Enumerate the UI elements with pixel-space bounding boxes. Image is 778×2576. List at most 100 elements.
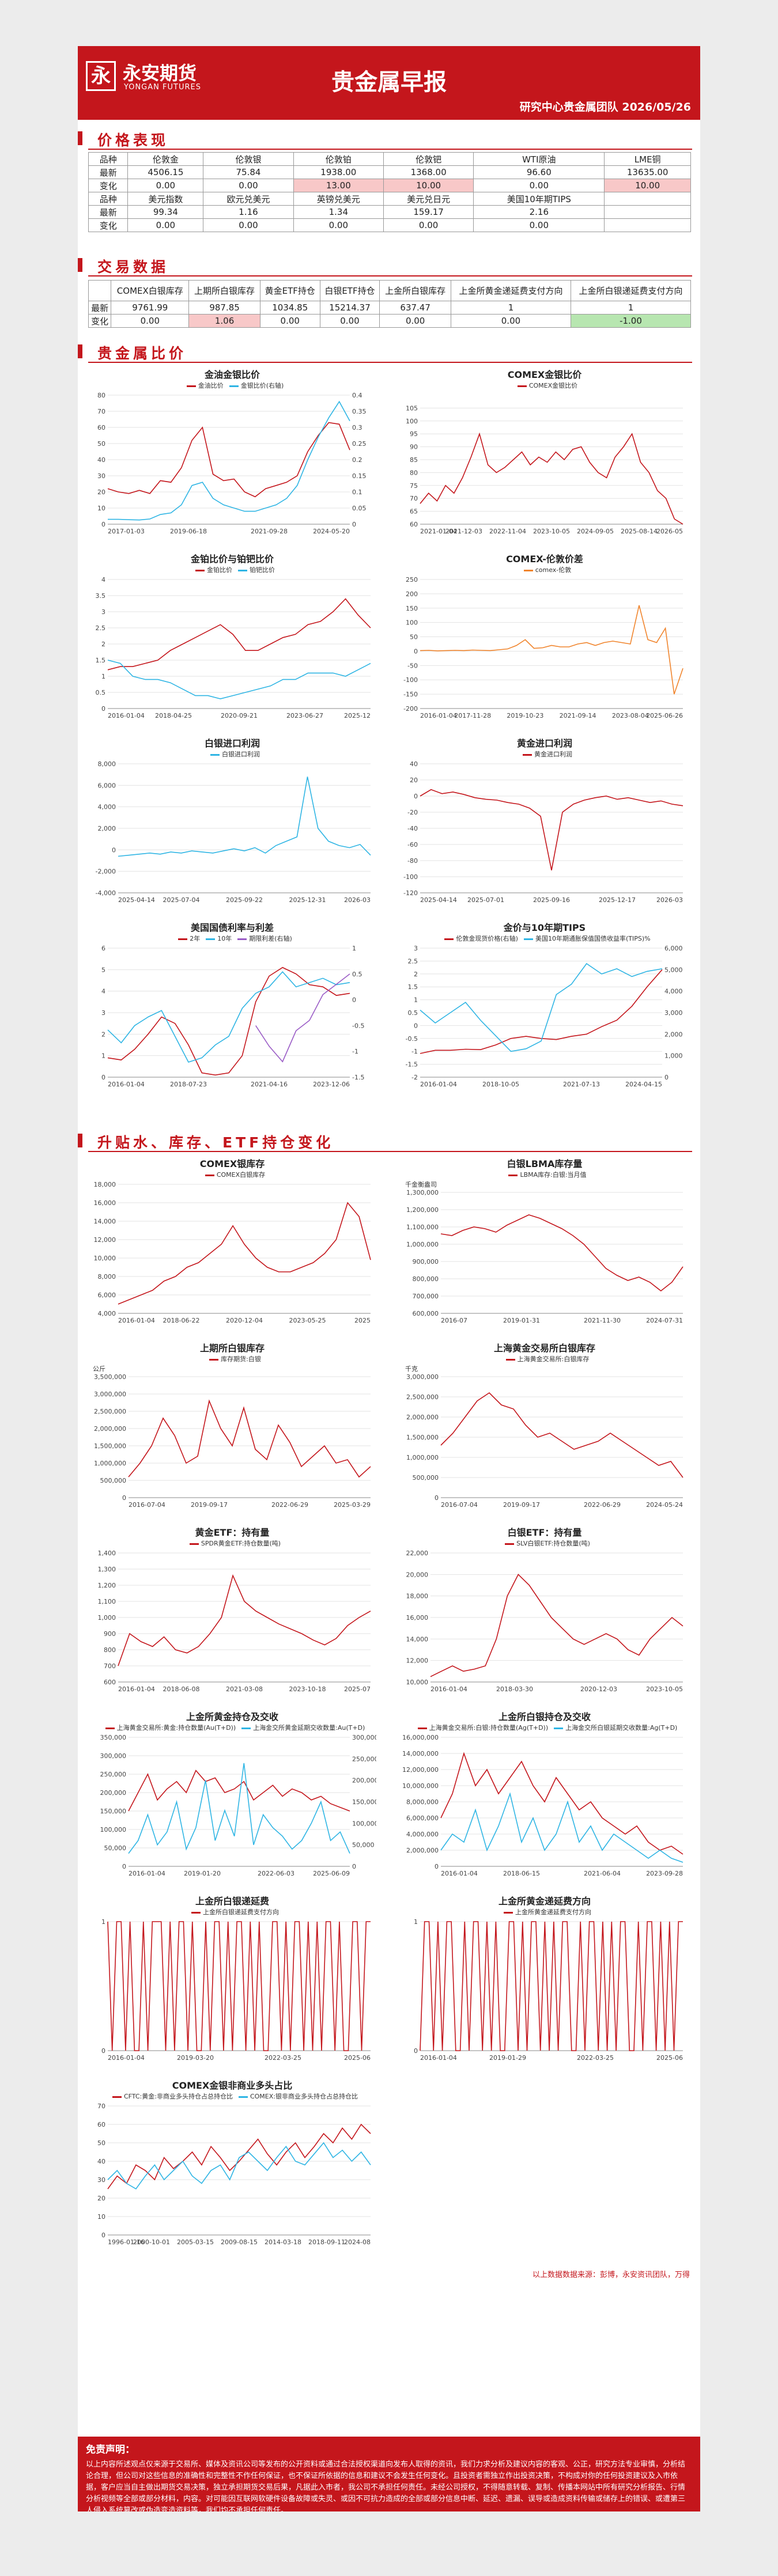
legend-label: 上金所白银递延费支付方向 bbox=[203, 1908, 279, 1916]
y-right-tick-label: 0.15 bbox=[352, 472, 367, 480]
report-header: 永 永安期货 YONGAN FUTURES 贵金属早报 研究中心贵金属团队 20… bbox=[78, 46, 700, 120]
y-tick-label: 20 bbox=[97, 2195, 105, 2202]
table-cell: 伦敦金 bbox=[127, 152, 204, 166]
table-cell: COMEX白银库存 bbox=[111, 280, 190, 301]
series-line bbox=[107, 2142, 371, 2190]
y-tick-label: 100 bbox=[406, 619, 418, 627]
section-trade: 交易数据 bbox=[78, 253, 700, 276]
series-line bbox=[107, 2123, 371, 2189]
table-cell: 9761.99 bbox=[111, 301, 190, 315]
x-tick-label: 2018-06-15 bbox=[503, 1870, 540, 1877]
y-tick-label: 8,000 bbox=[98, 760, 116, 768]
y-tick-label: -60 bbox=[407, 841, 418, 848]
table-cell: 10.00 bbox=[383, 179, 474, 192]
x-tick-label: 2025-04-14 bbox=[420, 896, 457, 904]
x-tick-label: 2025-07-01 bbox=[467, 896, 504, 904]
y-tick-label: 0.5 bbox=[408, 1009, 418, 1017]
x-tick-label: 2022-06-03 bbox=[258, 1870, 294, 1877]
table-cell: 0.00 bbox=[203, 179, 294, 192]
x-tick-label: 2023-10-18 bbox=[289, 1685, 326, 1693]
chart-c15: 上金所黄金持仓及交收 上海黄金交易所:黄金:持仓数量(Au(T+D)) 上海金交所黄… bbox=[88, 1711, 377, 1880]
y-tick-label: 40 bbox=[97, 2158, 105, 2165]
y-tick-label: 150 bbox=[406, 605, 418, 612]
x-tick-label: 2020-12-04 bbox=[226, 1317, 263, 1324]
y-tick-label: 6,000 bbox=[98, 1291, 116, 1299]
table-row: 变化 0.00 1.06 0.00 0.00 0.00 0.00 -1.00 bbox=[88, 314, 692, 328]
series-line bbox=[430, 1573, 683, 1677]
y-tick-label: 85 bbox=[410, 456, 418, 464]
table-cell: 美国10年期TIPS bbox=[473, 192, 605, 206]
y-tick-label: 20 bbox=[97, 488, 105, 496]
y-tick-label: 12,000,000 bbox=[402, 1766, 439, 1774]
chart-title: 金价与10年期TIPS bbox=[503, 922, 586, 933]
y-tick-label: 65 bbox=[410, 508, 418, 516]
chart-title: COMEX金银比价 bbox=[507, 369, 582, 380]
table-cell: 13635.00 bbox=[604, 165, 691, 179]
y-tick-label: 6,000 bbox=[98, 782, 116, 789]
y-right-tick-label: 200,000 bbox=[352, 1777, 376, 1785]
series-line bbox=[118, 1574, 371, 1666]
y-tick-label: 60 bbox=[410, 521, 418, 528]
y-tick-label: 12,000 bbox=[94, 1236, 116, 1244]
series-line bbox=[420, 1921, 683, 2051]
legend-label: COMEX金银比价 bbox=[528, 382, 578, 389]
table-cell: 1 bbox=[570, 301, 692, 315]
y-right-tick-label: 0.25 bbox=[352, 440, 367, 448]
table-cell: 伦敦铂 bbox=[293, 152, 384, 166]
y-tick-label: 4,000 bbox=[98, 804, 116, 811]
table-row: 变化 0.00 0.00 0.00 0.00 0.00 bbox=[88, 218, 691, 232]
brand-name: 永安期货 bbox=[123, 62, 197, 84]
x-tick-label: 2023-10-05 bbox=[646, 1685, 683, 1693]
table-cell bbox=[604, 205, 691, 219]
legend-swatch bbox=[444, 938, 454, 940]
y-tick-label: -200 bbox=[403, 705, 418, 713]
trade-table: COMEX白银库存 上期所白银库存 黄金ETF持仓 白银ETF持仓 上金所白银库存 上金所… bbox=[88, 280, 692, 328]
y-right-tick-label: -0.5 bbox=[352, 1022, 364, 1029]
x-tick-label: 2021-12-03 bbox=[445, 528, 482, 535]
y-tick-label: 50 bbox=[97, 2139, 105, 2147]
y-right-tick-label: 0.2 bbox=[352, 456, 362, 464]
y-tick-label: 0 bbox=[101, 1074, 105, 1081]
y-tick-label: 10,000,000 bbox=[402, 1782, 439, 1790]
table-cell: 15214.37 bbox=[319, 301, 380, 315]
legend-label: 上海黄金交易所:白银库存 bbox=[517, 1355, 590, 1363]
table-cell: 上金所黄金递延费支付方向 bbox=[450, 280, 571, 301]
x-tick-label: 2025-07 bbox=[344, 1685, 371, 1693]
y-tick-label: 80 bbox=[97, 392, 105, 399]
series-line bbox=[440, 1752, 683, 1855]
y-tick-label: 3.5 bbox=[96, 592, 106, 600]
x-tick-label: 2016-01-04 bbox=[108, 712, 145, 719]
x-tick-label: 2016-01-04 bbox=[108, 1081, 145, 1088]
chart-plot: 0 10 20 30 40 50 60 70 80 0 0.05 0.1 0.15 0.2 0.25 0.3 0… bbox=[97, 392, 367, 535]
chart-plot: -120 -100 -80 -60 -40 -20 0 20 40 2025-04-14 2025-… bbox=[403, 760, 683, 904]
y-tick-label: 1,100 bbox=[98, 1598, 116, 1605]
y-right-tick-label: 0.05 bbox=[352, 505, 367, 512]
y-tick-label: 2,500,000 bbox=[406, 1393, 439, 1401]
x-tick-label: 2025-03-29 bbox=[334, 1501, 371, 1509]
chart-legend: 上金所白银递延费支付方向 bbox=[88, 1908, 376, 1917]
y-tick-label: 2.5 bbox=[408, 957, 418, 965]
table-cell: 2.16 bbox=[473, 205, 605, 219]
y-tick-label: 20 bbox=[410, 776, 418, 784]
table-cell: 987.85 bbox=[188, 301, 260, 315]
table-cell: 159.17 bbox=[383, 205, 474, 219]
y-tick-label: -100 bbox=[403, 873, 418, 881]
y-tick-label: -150 bbox=[403, 691, 418, 698]
x-tick-label: 2016-01-04 bbox=[420, 2054, 457, 2062]
chart-legend: 上海黄金交易所:白银库存 bbox=[401, 1355, 689, 1364]
legend-label: 2年 bbox=[190, 935, 201, 942]
chart-c11: 上期所白银库存 库存期货:白银 公斤 0 500,000 1,000,000 1,500,0… bbox=[88, 1342, 376, 1511]
x-tick-label: 1996-01-16 bbox=[108, 2238, 145, 2246]
chart-c19: COMEX金银非商业多头占比 CFTC:黄金:非商业多头持仓占总持仓比 COMEX:… bbox=[88, 2079, 376, 2249]
y-tick-label: 1 bbox=[414, 1918, 418, 1926]
chart-legend: 2年 10年 期限利差(右轴) bbox=[88, 934, 376, 944]
x-tick-label: 2016-01-04 bbox=[129, 1870, 165, 1877]
y-tick-label: 60 bbox=[97, 2121, 105, 2128]
y-tick-label: 3 bbox=[101, 1009, 105, 1017]
chart-title: 黄金ETF：持有量 bbox=[195, 1527, 270, 1538]
table-cell: 上金所白银递延费支付方向 bbox=[570, 280, 692, 301]
x-tick-label: 2024-07-31 bbox=[646, 1317, 683, 1324]
table-cell: 1034.85 bbox=[259, 301, 320, 315]
legend-label: 金铂比价 bbox=[207, 566, 232, 574]
y-tick-label: 250 bbox=[406, 576, 418, 584]
